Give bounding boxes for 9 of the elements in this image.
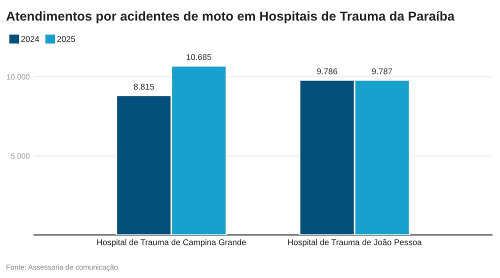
x-tick-label: Hospital de Trauma de Campina Grande — [97, 239, 246, 247]
data-label: 9.786 — [317, 68, 338, 74]
legend-label: 2024 — [21, 36, 40, 42]
legend-label: 2025 — [57, 36, 76, 42]
x-tick-label: Hospital de Trauma de João Pessoa — [288, 239, 422, 247]
data-label: 8.815 — [134, 84, 154, 90]
data-label: 10.685 — [186, 54, 212, 60]
chart-title: Atendimentos por acidentes de moto em Hospitais de Trauma da Paraíba — [6, 11, 455, 24]
data-label: 9.787 — [372, 68, 392, 74]
